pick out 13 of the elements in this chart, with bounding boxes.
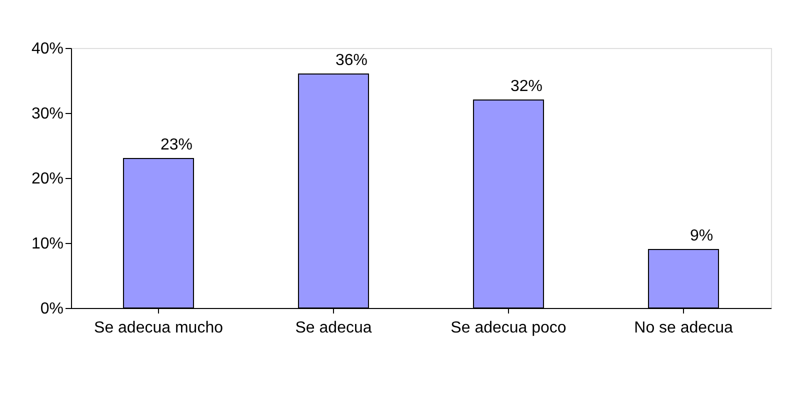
data-label: 23% <box>160 136 193 154</box>
x-tick-label: Se adecua poco <box>450 320 566 336</box>
y-tick-label: 20% <box>31 170 64 188</box>
data-label: 32% <box>510 78 543 95</box>
x-tick-label: Se adecua <box>295 320 372 336</box>
y-tick-label: 30% <box>31 106 64 122</box>
x-tick-label: Se adecua mucho <box>94 320 224 336</box>
data-label: 36% <box>335 52 368 69</box>
y-tick-label: 40% <box>31 40 64 58</box>
y-tick-label: 0% <box>40 300 64 318</box>
data-label: 9% <box>690 228 714 244</box>
x-tick-label: No se adecua <box>634 320 733 336</box>
y-tick-label: 10% <box>31 236 64 252</box>
